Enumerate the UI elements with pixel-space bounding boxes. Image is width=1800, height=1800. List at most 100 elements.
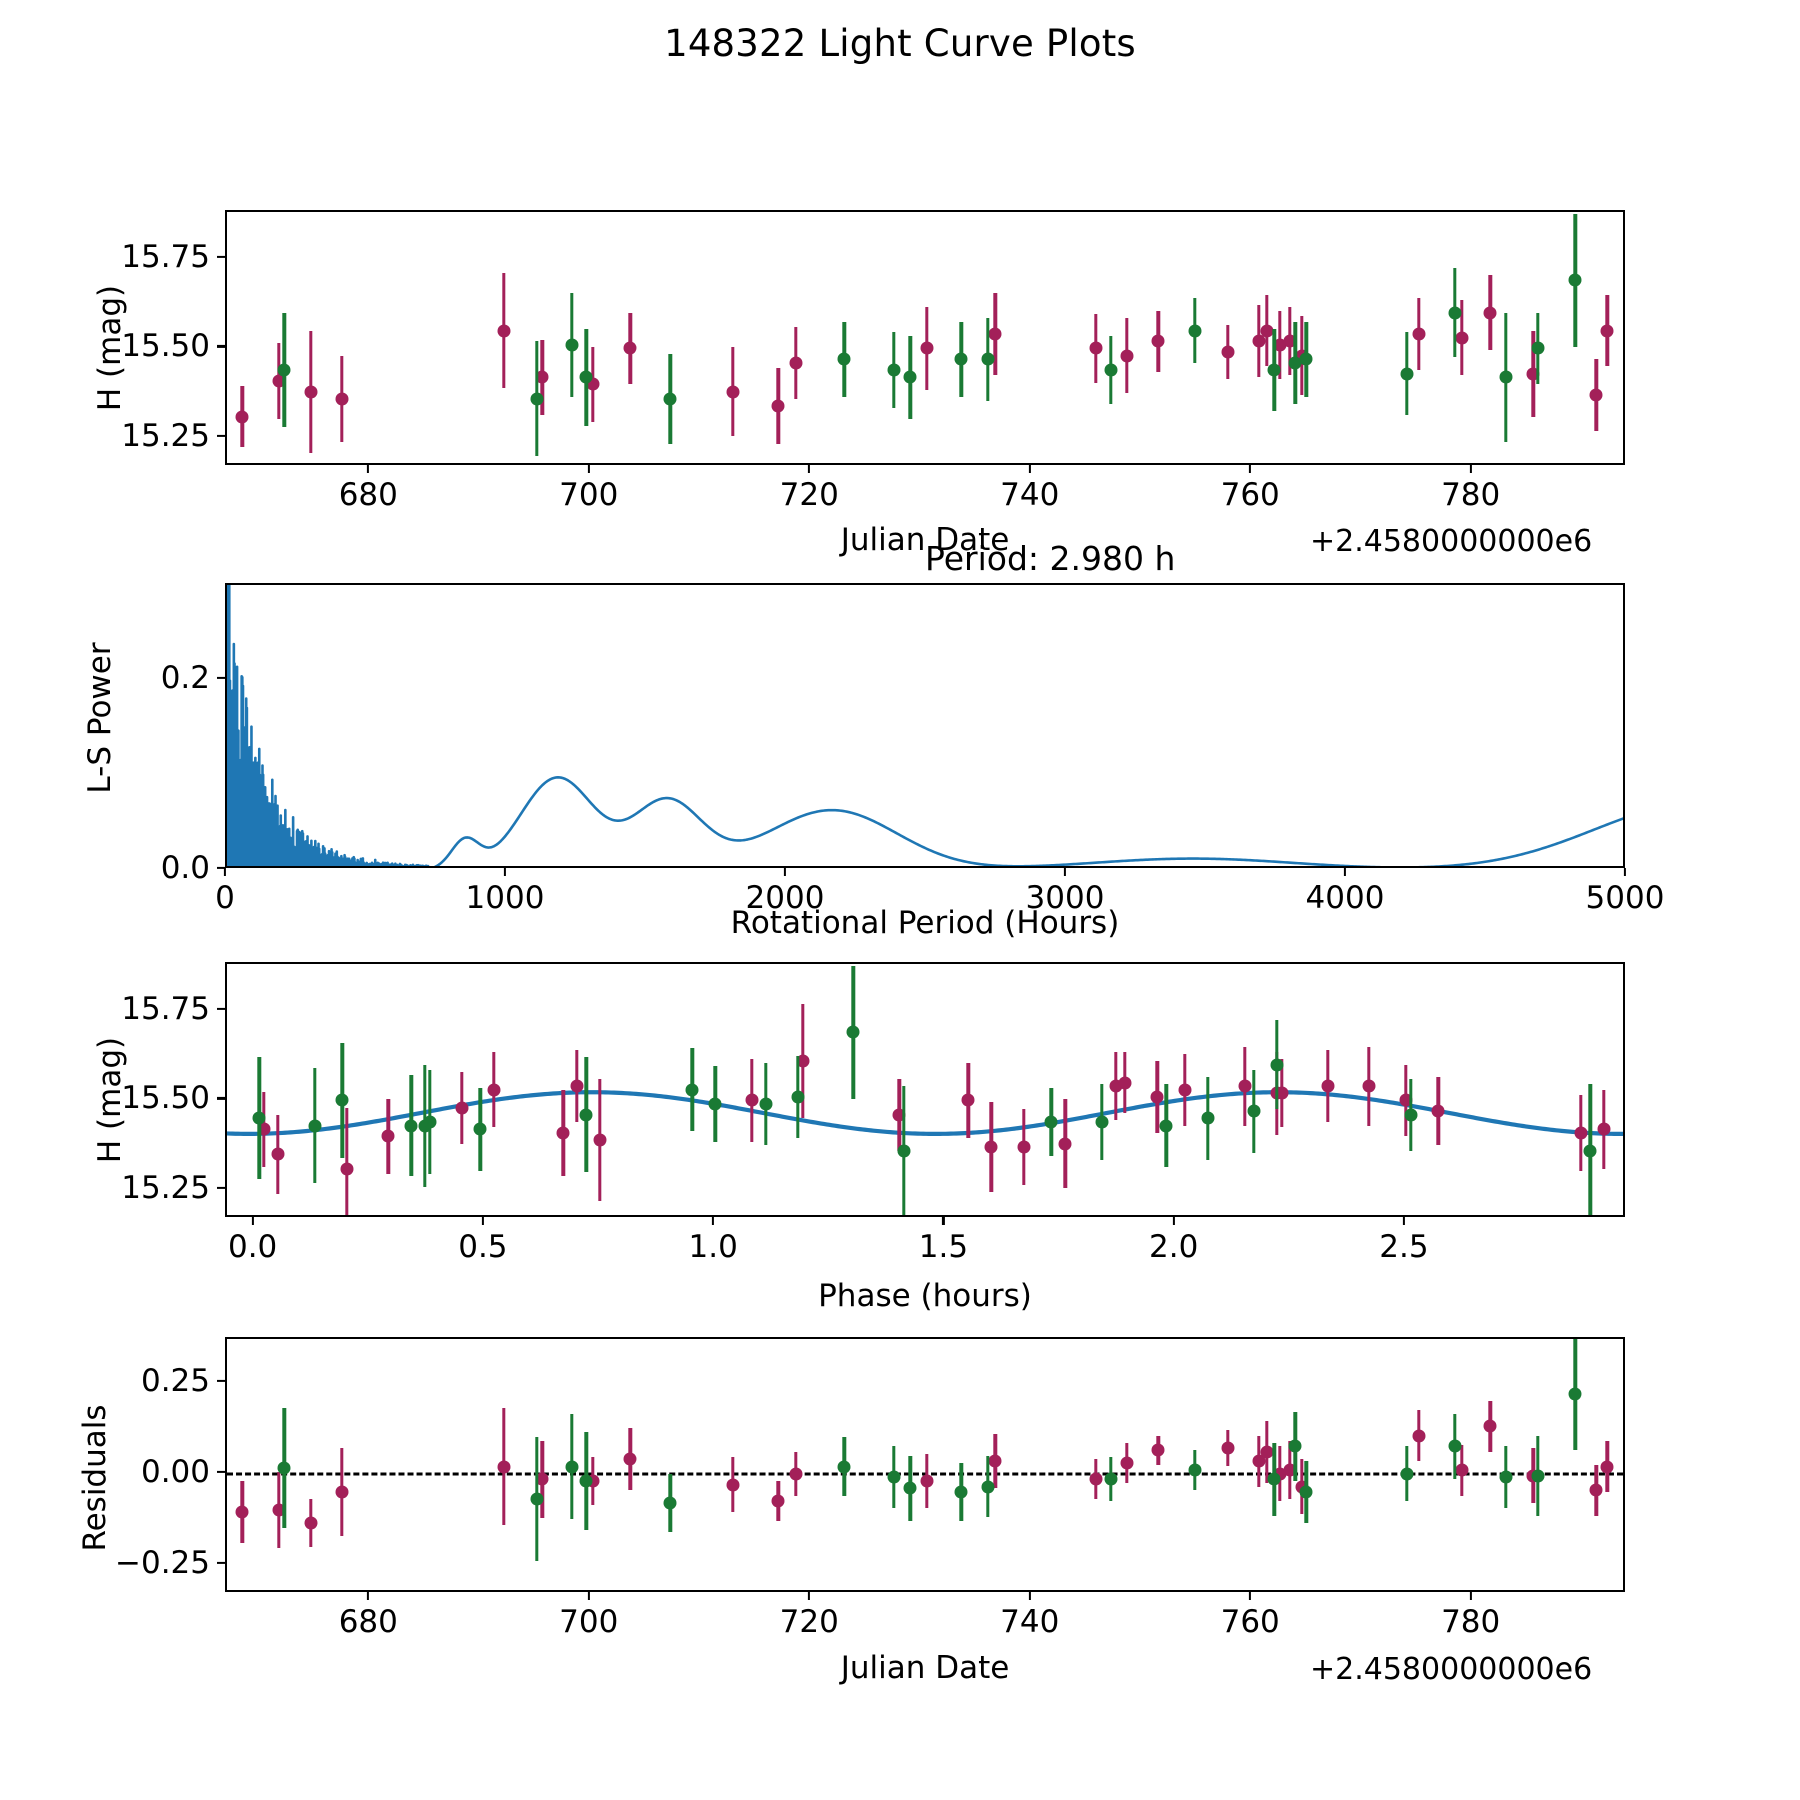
data-point-marker: [404, 1119, 418, 1133]
data-point-marker: [535, 1472, 549, 1486]
p2-xtick-label: 1000: [465, 880, 545, 916]
data-point-marker: [570, 1079, 584, 1093]
data-point-marker: [1095, 1115, 1109, 1129]
data-point-marker: [1531, 1469, 1545, 1483]
data-point-marker: [1273, 338, 1287, 352]
data-point-marker: [235, 1505, 249, 1519]
data-point-marker: [1221, 1441, 1235, 1455]
data-point-marker: [789, 356, 803, 370]
residuals-axes: [225, 1337, 1625, 1592]
data-point-marker: [235, 410, 249, 424]
data-point-marker: [1589, 388, 1603, 402]
panel-periodogram: Period: 2.980 h: [225, 539, 1625, 868]
data-point-marker: [771, 1494, 785, 1508]
data-point-marker: [1597, 1122, 1611, 1136]
p3-ytick-mark: [217, 1007, 225, 1010]
data-point-marker: [984, 1140, 998, 1154]
data-point-marker: [887, 1470, 901, 1484]
data-point-marker: [1400, 1467, 1414, 1481]
data-point-marker: [335, 392, 349, 406]
p3-ytick-mark: [217, 1097, 225, 1100]
data-point-marker: [846, 1025, 860, 1039]
data-point-marker: [789, 1467, 803, 1481]
p3-ytick-label: 15.75: [121, 990, 210, 1027]
data-point-marker: [1288, 356, 1302, 370]
data-point-marker: [903, 370, 917, 384]
p4-xtick-mark: [1469, 1592, 1472, 1600]
data-point-marker: [791, 1090, 805, 1104]
p2-xtick-mark: [1623, 868, 1627, 876]
p1-xtick-mark: [808, 465, 811, 473]
p1-xtick-mark: [1249, 465, 1252, 473]
p2-xtick-mark: [223, 868, 227, 876]
p2-xtick-mark: [503, 868, 507, 876]
data-point-marker: [1120, 349, 1134, 363]
p3-xtick-label: 1.5: [918, 1229, 969, 1265]
p3-xtick-mark: [481, 1217, 484, 1225]
p3-xtick-label: 0.5: [458, 1229, 508, 1265]
data-point-marker: [1118, 1076, 1132, 1090]
data-point-marker: [887, 363, 901, 377]
p4-ytick-label: 0.00: [140, 1453, 210, 1490]
data-point-marker: [771, 399, 785, 413]
data-point-marker: [903, 1481, 917, 1495]
sinusoid-fit-curve: [227, 1090, 1623, 1136]
residuals-xlabel: Julian Date: [840, 1650, 1010, 1686]
p2-xtick-label: 2000: [745, 880, 825, 916]
data-point-marker: [1260, 324, 1274, 338]
p3-xtick-label: 2.5: [1379, 1229, 1429, 1265]
light-curve-x-offset: +2.4580000000e6: [1310, 524, 1593, 559]
data-point-marker: [663, 392, 677, 406]
p2-ytick-label: 0.2: [160, 660, 210, 696]
data-point-marker: [1483, 1419, 1497, 1433]
p1-ytick-mark: [217, 435, 225, 438]
data-point-marker: [663, 1496, 677, 1510]
p2-ytick-label: 0.0: [160, 850, 210, 886]
data-point-marker: [1321, 1079, 1335, 1093]
data-point-marker: [1299, 352, 1313, 366]
data-point-marker: [726, 385, 740, 399]
p1-ytick-label: 15.25: [121, 418, 210, 455]
p1-xtick-label: 760: [1220, 477, 1280, 513]
data-point-marker: [1120, 1456, 1134, 1470]
p1-xtick-mark: [1469, 465, 1472, 473]
p4-xtick-label: 680: [338, 1604, 398, 1640]
data-point-marker: [920, 341, 934, 355]
data-point-marker: [1252, 1454, 1266, 1468]
data-point-marker: [272, 374, 286, 388]
residuals-x-offset: +2.4580000000e6: [1310, 1652, 1593, 1687]
data-point-marker: [1404, 1108, 1418, 1122]
p1-xtick-label: 720: [779, 477, 839, 513]
p2-ytick-mark: [217, 866, 225, 870]
light-curve-axes: [225, 210, 1625, 465]
panel-phase-folded: [225, 962, 1625, 1217]
p2-ytick-mark: [217, 676, 225, 680]
data-point-marker: [487, 1083, 501, 1097]
data-point-marker: [837, 352, 851, 366]
data-point-marker: [1568, 1387, 1582, 1401]
p4-ytick-label: 0.25: [140, 1362, 210, 1399]
p3-xtick-label: 2.0: [1149, 1229, 1199, 1265]
p4-xtick-mark: [1249, 1592, 1252, 1600]
data-point-marker: [1288, 1439, 1302, 1453]
p2-xtick-mark: [1343, 868, 1347, 876]
data-point-marker: [1499, 1470, 1513, 1484]
data-point-marker: [1089, 341, 1103, 355]
data-point-marker: [1299, 1485, 1313, 1499]
data-point-marker: [497, 1460, 511, 1473]
data-point-marker: [1159, 1119, 1173, 1133]
data-point-marker: [837, 1460, 851, 1473]
data-point-marker: [535, 370, 549, 384]
data-point-marker: [1247, 1104, 1261, 1118]
p2-xtick-label: 5000: [1585, 880, 1665, 916]
light-curve-xlabel: Julian Date: [840, 522, 1010, 558]
p4-xtick-label: 720: [779, 1604, 839, 1640]
data-point-marker: [1150, 1090, 1164, 1104]
p3-ytick-mark: [217, 1187, 225, 1190]
data-point-marker: [1151, 1443, 1165, 1457]
data-point-marker: [423, 1115, 437, 1129]
data-point-marker: [1574, 1126, 1588, 1140]
p3-ytick-label: 15.25: [121, 1170, 210, 1207]
data-point-marker: [455, 1101, 469, 1115]
data-point-marker: [1188, 1463, 1202, 1477]
